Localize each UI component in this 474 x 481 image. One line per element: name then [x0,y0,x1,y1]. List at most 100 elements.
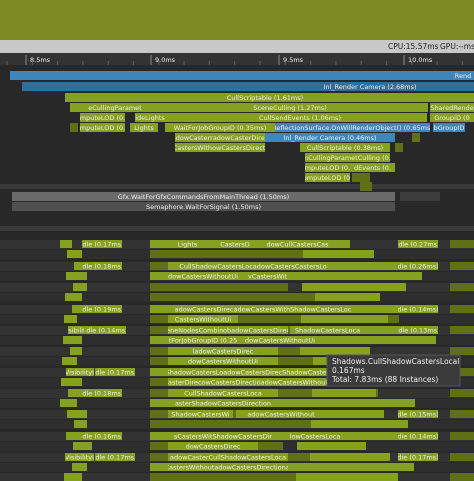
tooltip-name: Shadows.CullShadowCastersLocal [332,357,459,366]
timeline-bar: adowCastersDirecadowCastersWithShadowCas… [168,305,358,314]
bar-fill [61,378,82,386]
timeline-bar: ShadowCastersLoca [290,326,365,335]
bar-fill [300,143,390,152]
bar-fill [150,420,349,428]
bar-fill [303,250,374,258]
bar-fill [63,336,82,344]
bar-fill [398,262,438,270]
timeline-bar [301,315,388,323]
bar-fill [70,123,78,132]
timeline-bar: asterDirecowCastersDirectioadowCastersWi… [168,378,328,387]
bar-fill [168,272,238,280]
bar-fill [210,240,260,248]
timeline-bar [150,315,399,323]
timeline-bar: Idle (0.13ms) [396,326,439,335]
bar-label: sCastersWitShadowCastersDir [174,433,273,441]
bar-fill [305,153,390,162]
bar-fill [82,389,122,397]
bar-fill [150,283,288,291]
bar-label: ideLights [135,114,165,122]
bar-label: Idle (0.13ms) [396,327,439,335]
bar-label: vCastersWit [248,273,287,281]
bar-fill [168,399,278,407]
bar-fill [450,453,474,461]
bar-label: nCullingParametCulling (0. [304,154,391,162]
timeline-bar [325,399,400,407]
bar-fill [324,432,432,440]
timeline-bar [329,272,422,280]
bar-fill [12,192,395,201]
timeline-bar: omputeLOD (0. [305,173,350,182]
timeline-bar [70,347,82,355]
bar-fill [150,473,394,481]
ruler-label: 8.5ms [30,56,51,64]
bar-label: Idle (0.16ms) [80,433,123,441]
timeline-bar [450,262,474,270]
timeline-bar: Rend [10,71,474,80]
bar-label: dowCastersWithoutUi [168,273,238,281]
bar-fill [302,283,406,291]
bar-fill [265,133,395,142]
bar-fill [12,202,395,211]
bar-fill [72,463,87,471]
bar-fill [82,262,122,270]
bar-fill [168,442,258,450]
bar-fill [298,410,384,418]
timeline-bar: GroupID (0 [430,113,474,122]
bar-fill [236,410,326,418]
timeline-bar: Inl_Render Camera (2.68ms) [22,82,474,91]
timeline-bar [150,473,394,481]
bar-label: JobadowCastersDirec [220,327,290,335]
timeline-bar: alVisibilityUn [66,453,94,462]
bar-fill [82,305,122,313]
timeline-bar [298,410,384,418]
bar-fill [240,336,320,344]
bar-fill [168,357,278,365]
timeline-bar [67,250,82,258]
timeline-bar: dowCastersWithoutUi [168,272,238,281]
bar-label: adowCasterradowCasterDirec [172,134,269,142]
timeline-bar [150,357,407,365]
timeline-bar: omputeLOD (0.0 [305,163,350,172]
timeline-bar: Idle (0.18ms) [82,389,122,398]
timeline-bar: CastersWithoutUi [168,315,238,324]
timeline-bar [324,432,432,440]
timeline-bar: ShadowCastersWi [168,410,233,419]
bar-fill [398,240,438,248]
bar-fill [168,336,238,344]
timeline-bar: CastersWithoutadowCastersDirectional [165,463,292,472]
timeline-bar [450,389,474,397]
bar-fill [312,389,376,397]
timeline-bar: JobadowCastersDirec [220,326,290,335]
timeline-bar: dowCastersWithoutUi [240,336,320,345]
bar-label: dowCastersWithoutUi [245,337,315,345]
bar-label: vCastersWithowCastersDirectio [169,144,271,152]
timeline-bar: Idle (0.16ms) [80,432,123,441]
bar-fill [168,315,238,323]
timeline-bar [300,347,370,355]
bar-label: CullScriptable (1.61ms) [227,94,303,102]
timeline-bar [450,432,474,440]
bar-label: lowCastersLoca [290,433,341,441]
bar-label: Idle (0.27ms) [396,241,439,249]
timeline-bar: die (0.17ms) [398,453,438,462]
bar-fill [300,347,370,355]
bar-label: visibility [63,327,90,335]
timeline-bar: adowCasterCullShadowCastersLoca [168,453,288,462]
bar-fill [175,133,265,142]
bar-fill [86,326,126,334]
bar-label: CastersWithoutadowCastersDirectional [165,464,292,472]
bar-fill [450,389,474,397]
timeline-bar: CullScriptable (1.61ms) [65,93,474,102]
tooltip-time: 0.167ms [332,366,365,375]
timeline-bar: Gfx.WaitForGfxCommandsFromMainThread (1.… [12,192,395,201]
timeline-bar: ReflectionSurface.OnWillRenderObject() (… [275,123,430,132]
bar-fill [352,173,370,182]
timeline-bar: die (0.14ms) [398,432,438,441]
bar-fill [301,315,388,323]
bar-fill [260,240,335,248]
timeline-bar: Semaphore.WaitForSignal (1.50ms) [12,202,395,211]
timeline-bar: dle (0.15ms) [398,410,438,419]
bar-fill [168,305,358,313]
bar-label: mputeLOD (0. [80,124,125,132]
